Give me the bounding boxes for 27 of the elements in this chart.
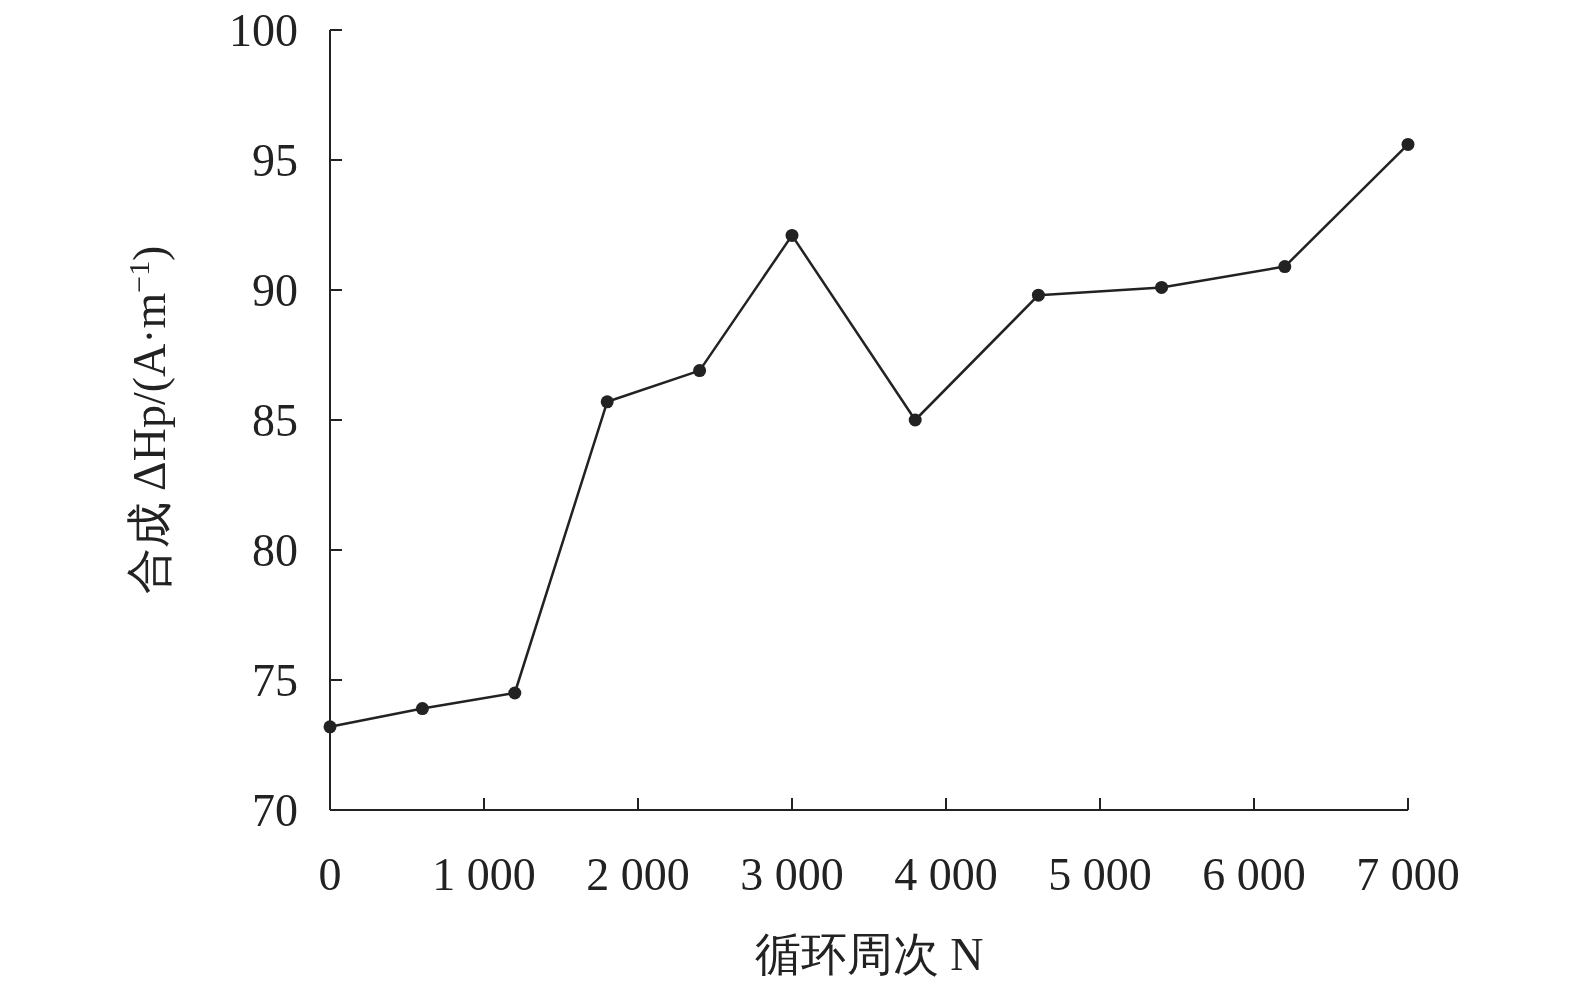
point <box>693 364 707 378</box>
x-tick-label: 7 000 <box>1356 849 1460 900</box>
y-tick-label: 90 <box>252 264 298 316</box>
x-tick-label: 3 000 <box>740 849 844 900</box>
x-tick-label: 5 000 <box>1048 849 1152 900</box>
point <box>1401 137 1415 151</box>
y-tick-label: 80 <box>252 524 298 576</box>
x-axis-title: 循环周次 N <box>754 929 984 980</box>
point <box>1031 288 1045 302</box>
x-tick-label: 6 000 <box>1202 849 1306 900</box>
y-tick-label: 85 <box>252 394 298 446</box>
point <box>323 720 337 734</box>
point <box>415 702 429 716</box>
y-tick-label: 100 <box>229 4 298 56</box>
point <box>1278 260 1292 274</box>
x-tick-label: 1 000 <box>432 849 536 900</box>
point <box>1155 280 1169 294</box>
point <box>785 228 799 242</box>
y-tick-label: 70 <box>252 784 298 836</box>
y-tick-label: 75 <box>252 654 298 706</box>
x-tick-label: 0 <box>318 849 342 900</box>
point <box>908 413 922 427</box>
point <box>600 395 614 409</box>
x-tick-label: 4 000 <box>894 849 998 900</box>
point <box>508 686 522 700</box>
y-tick-label: 95 <box>252 134 298 186</box>
x-tick-label: 2 000 <box>586 849 690 900</box>
